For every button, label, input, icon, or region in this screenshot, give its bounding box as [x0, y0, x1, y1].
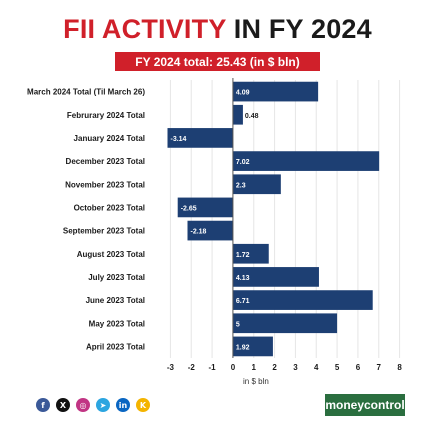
linkedin-icon[interactable]: in: [116, 398, 130, 412]
x-tick-label: 7: [377, 363, 382, 372]
bar: [232, 81, 319, 102]
title-highlight: FII ACTIVITY: [63, 14, 227, 44]
x-tick-label: 4: [314, 363, 319, 372]
value-label: -3.14: [171, 136, 187, 143]
category-label: October 2023 Total: [74, 203, 145, 212]
x-tick-label: 1: [252, 363, 257, 372]
x-icon[interactable]: X: [56, 398, 70, 412]
x-tick-label: 3: [293, 363, 298, 372]
value-label: 1.72: [236, 252, 250, 259]
bar: [232, 290, 373, 310]
x-tick-label: -3: [167, 363, 175, 372]
bar: [177, 197, 233, 218]
telegram-icon[interactable]: ➤: [96, 398, 110, 412]
category-label: July 2023 Total: [88, 273, 145, 282]
value-label: -2.65: [181, 205, 197, 212]
bar: [187, 220, 233, 241]
total-badge: FY 2024 total: 25.43 (in $ bln): [115, 52, 320, 71]
category-label: April 2023 Total: [86, 342, 145, 351]
value-label: 5: [236, 321, 240, 328]
x-tick-label: -1: [209, 363, 217, 372]
category-label: Februrary 2024 Total: [67, 111, 145, 120]
x-tick-label: 6: [356, 363, 361, 372]
x-tick-label: 2: [272, 363, 277, 372]
category-label: June 2023 Total: [86, 296, 145, 305]
x-tick-label: 8: [397, 363, 402, 372]
category-label: March 2024 Total (Til March 26): [27, 88, 145, 97]
value-label: 4.09: [236, 90, 250, 97]
value-label: 0.48: [245, 113, 259, 120]
category-label: September 2023 Total: [63, 227, 145, 236]
bar: [232, 313, 338, 334]
x-tick-label: 5: [335, 363, 340, 372]
bar: [232, 104, 243, 125]
x-tick-label: 0: [231, 363, 236, 372]
facebook-icon[interactable]: f: [36, 398, 50, 412]
category-label: January 2024 Total: [74, 134, 145, 143]
value-label: 6.71: [236, 298, 250, 305]
bar: [232, 243, 269, 264]
koo-icon[interactable]: K: [136, 398, 150, 412]
category-label: December 2023 Total: [66, 157, 145, 166]
category-label: November 2023 Total: [65, 180, 145, 189]
value-label: 1.92: [236, 344, 250, 351]
category-label: August 2023 Total: [77, 250, 145, 259]
category-label: May 2023 Total: [89, 319, 145, 328]
x-axis-label: in $ bln: [243, 377, 269, 386]
chart-title: FII ACTIVITY IN FY 2024: [0, 14, 435, 45]
bar: [232, 151, 380, 171]
bar: [232, 336, 273, 357]
value-label: -2.18: [191, 229, 207, 236]
title-rest: IN FY 2024: [233, 14, 372, 44]
value-label: 2.3: [236, 182, 246, 189]
bar-chart: March 2024 Total (Til March 26) 4.09 Febru…: [27, 78, 402, 386]
bar: [167, 128, 233, 148]
value-label: 4.13: [236, 275, 250, 282]
bar: [232, 174, 281, 195]
x-tick-label: -2: [188, 363, 196, 372]
social-icons: f X ◎ ➤ in K: [36, 398, 150, 412]
moneycontrol-logo: moneycontrol: [325, 394, 405, 416]
value-label: 7.02: [236, 159, 250, 166]
bar: [232, 267, 319, 287]
instagram-icon[interactable]: ◎: [76, 398, 90, 412]
